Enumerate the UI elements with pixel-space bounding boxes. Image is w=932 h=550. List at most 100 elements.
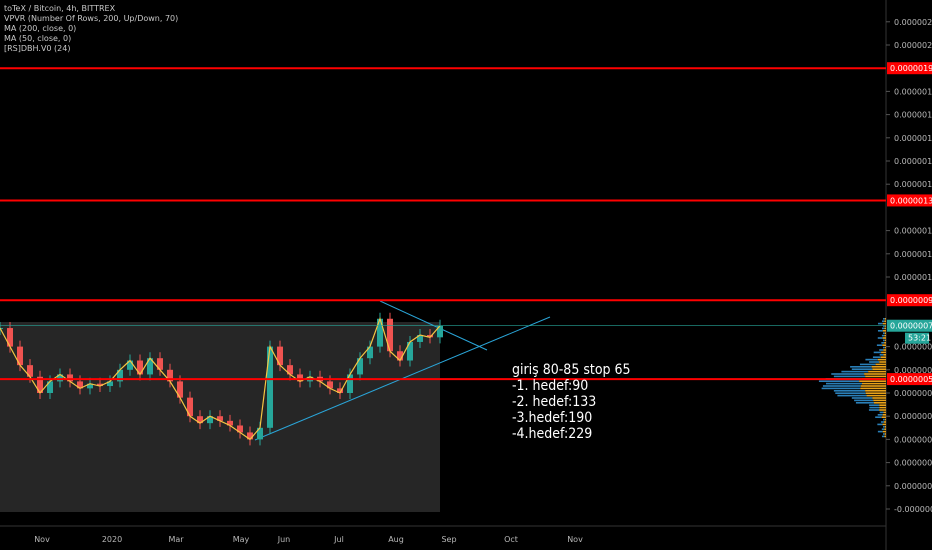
candle (277, 346, 283, 366)
profile-bar (851, 368, 873, 370)
annotation-line: giriş 80-85 stop 65 (512, 362, 631, 378)
profile-bar (882, 322, 886, 325)
time-label: Aug (388, 535, 404, 544)
profile-bar (859, 363, 876, 366)
price-label: 0.00000100 (894, 273, 932, 282)
candle (227, 420, 233, 426)
candle (57, 374, 63, 382)
candle (207, 416, 213, 424)
annotation-line: -4.hedef:229 (512, 426, 592, 442)
profile-bar (884, 320, 886, 322)
profile-bar (884, 332, 886, 334)
profile-bar (884, 346, 886, 349)
profile-bar (884, 433, 886, 435)
header-line: MA (50, close, 0) (4, 34, 71, 43)
profile-bar (877, 423, 883, 426)
candle (237, 425, 243, 433)
profile-bar (865, 392, 886, 394)
time-label: Nov (567, 535, 583, 544)
candle (377, 318, 383, 347)
profile-bar (877, 414, 883, 416)
profile-bar (869, 406, 880, 409)
header-line: MA (200, close, 0) (4, 24, 76, 33)
profile-bar (883, 349, 886, 351)
candle (327, 381, 333, 389)
profile-bar (866, 394, 886, 397)
profile-bar (837, 394, 867, 397)
profile-bar (879, 411, 884, 414)
profile-bar (883, 433, 885, 435)
price-label: 0.00000010 (894, 482, 932, 491)
profile-bar (883, 426, 885, 428)
profile-bar (880, 356, 886, 358)
profile-bar (854, 399, 874, 402)
candle (407, 341, 413, 361)
profile-bar (877, 337, 883, 339)
profile-bar (879, 349, 884, 351)
price-label: 0.00000180 (894, 87, 932, 96)
candle (137, 360, 143, 375)
candle (267, 346, 273, 428)
candle (77, 381, 83, 389)
time-label: Nov (34, 535, 50, 544)
candle (357, 358, 363, 375)
profile-bar (860, 385, 886, 387)
profile-bar (821, 387, 861, 390)
countdown: 53:21 (908, 334, 931, 343)
time-label: Mar (168, 535, 184, 544)
profile-bar (882, 330, 886, 332)
profile-bar (822, 385, 861, 387)
level-label-box (887, 294, 932, 307)
profile-bar (880, 421, 884, 423)
profile-bar (884, 334, 886, 337)
profile-bar (872, 368, 886, 370)
profile-bar (875, 363, 886, 366)
volume-profile (818, 318, 886, 438)
profile-bar (879, 409, 886, 411)
profile-bar (865, 358, 878, 361)
price-label: 0.00000200 (894, 41, 932, 50)
candle (187, 397, 193, 417)
profile-bar (882, 344, 886, 346)
profile-bar (881, 416, 886, 418)
profile-bar (883, 418, 885, 421)
profile-bar (862, 382, 886, 385)
profile-bar (884, 435, 886, 438)
profile-bar (879, 354, 884, 356)
candle (417, 335, 423, 342)
header-line: [RS]DBH.V0 (24) (4, 44, 70, 53)
price-label: -0.00000000 (894, 505, 932, 514)
header-line: toTeX / Bitcoin, 4h, BITTREX (4, 4, 116, 13)
annotation-line: -3.hedef:190 (512, 410, 592, 426)
profile-bar (884, 342, 886, 344)
price-label: 0.00000020 (894, 459, 932, 468)
profile-bar (869, 404, 880, 406)
candle (197, 416, 203, 424)
time-label: Sep (441, 535, 456, 544)
candle (127, 360, 133, 370)
profile-bar (879, 361, 886, 363)
candle (387, 318, 393, 352)
profile-bar (879, 406, 886, 409)
profile-bar (883, 411, 886, 414)
candle (367, 346, 373, 359)
candle (97, 383, 103, 387)
candle (257, 427, 263, 440)
candle (67, 374, 73, 382)
price-label: 0.00000150 (894, 157, 932, 166)
candle (217, 416, 223, 421)
profile-bar (881, 327, 885, 330)
profile-bar (882, 414, 886, 416)
profile-bar (868, 409, 880, 411)
profile-bar (876, 344, 883, 346)
price-label: 0.00000120 (894, 227, 932, 236)
profile-bar (884, 327, 886, 330)
profile-bar (871, 366, 886, 368)
profile-bar (883, 339, 885, 342)
profile-bar (872, 356, 881, 358)
header-line: VPVR (Number Of Rows, 200, Up/Down, 70) (4, 14, 178, 23)
level-label-box (887, 62, 932, 75)
profile-bar (877, 322, 883, 325)
profile-bar (851, 397, 873, 399)
